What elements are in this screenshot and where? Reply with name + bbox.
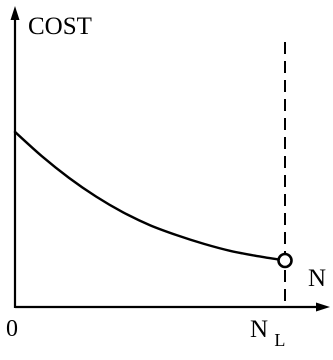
y-axis-arrow-icon [10,6,20,20]
limit-label-main: N [250,316,268,343]
y-axis-label: COST [28,13,92,40]
axes [10,6,330,312]
end-marker-circle [277,252,293,269]
x-axis-arrow-icon [316,302,330,312]
limit-label: N L [250,316,285,350]
limit-label-subscript: L [274,330,285,350]
x-axis-label: N [308,265,326,292]
cost-curve [13,130,287,262]
origin-label: 0 [6,316,18,342]
